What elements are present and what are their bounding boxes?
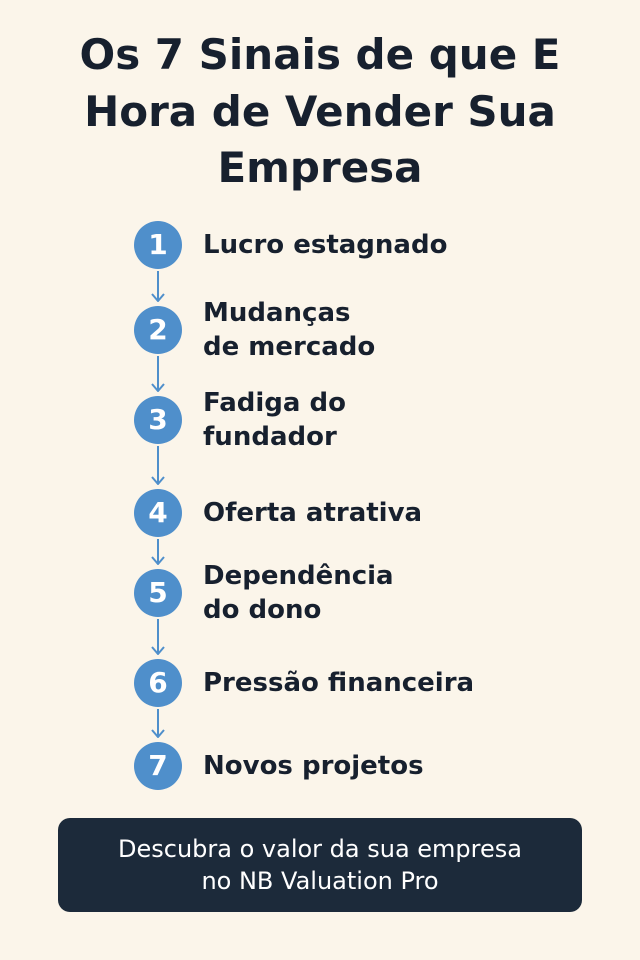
step-label-line-1: Oferta atrativa: [203, 498, 423, 528]
step-number-badge: 7: [134, 742, 182, 790]
arrow-down-icon: [151, 539, 165, 565]
title-line-1: Os 7 Sinais de que E: [79, 30, 561, 79]
arrow-down-icon: [151, 709, 165, 738]
step-label-line-1: Novos projetos: [203, 751, 424, 781]
cta-button[interactable]: Descubra o valor da sua empresa no NB Va…: [58, 818, 582, 912]
step-number-badge: 3: [134, 396, 182, 444]
cta-line-2: no NB Valuation Pro: [201, 867, 439, 895]
step-label-line-1: Pressão financeira: [203, 668, 475, 698]
step-number-badge: 2: [134, 306, 182, 354]
step-label: Mudanças de mercado: [203, 296, 375, 364]
step-label: Dependência do dono: [203, 559, 394, 627]
step-label-line-2: de mercado: [203, 332, 376, 362]
step-label: Pressão financeira: [203, 666, 474, 700]
arrow-down-icon: [151, 356, 165, 392]
title-line-2: Hora de Vender Sua: [84, 87, 556, 136]
step-label-line-1: Mudanças: [203, 298, 351, 328]
step-number-badge: 5: [134, 569, 182, 617]
step-label-line-1: Dependência: [203, 561, 394, 591]
step-label-line-1: Lucro estagnado: [203, 230, 448, 260]
arrow-down-icon: [151, 446, 165, 485]
step-label: Oferta atrativa: [203, 496, 422, 530]
step-number-badge: 1: [134, 221, 182, 269]
step-label-line-2: fundador: [203, 422, 337, 452]
step-label-line-1: Fadiga do: [203, 388, 346, 418]
arrow-down-icon: [151, 271, 165, 302]
step-label: Fadiga do fundador: [203, 386, 346, 454]
title-line-3: Empresa: [217, 143, 423, 192]
step-number-badge: 4: [134, 489, 182, 537]
step-label: Lucro estagnado: [203, 228, 447, 262]
step-number-badge: 6: [134, 659, 182, 707]
cta-line-1: Descubra o valor da sua empresa: [118, 835, 522, 863]
step-label: Novos projetos: [203, 749, 424, 783]
step-label-line-2: do dono: [203, 595, 322, 625]
arrow-down-icon: [151, 619, 165, 655]
